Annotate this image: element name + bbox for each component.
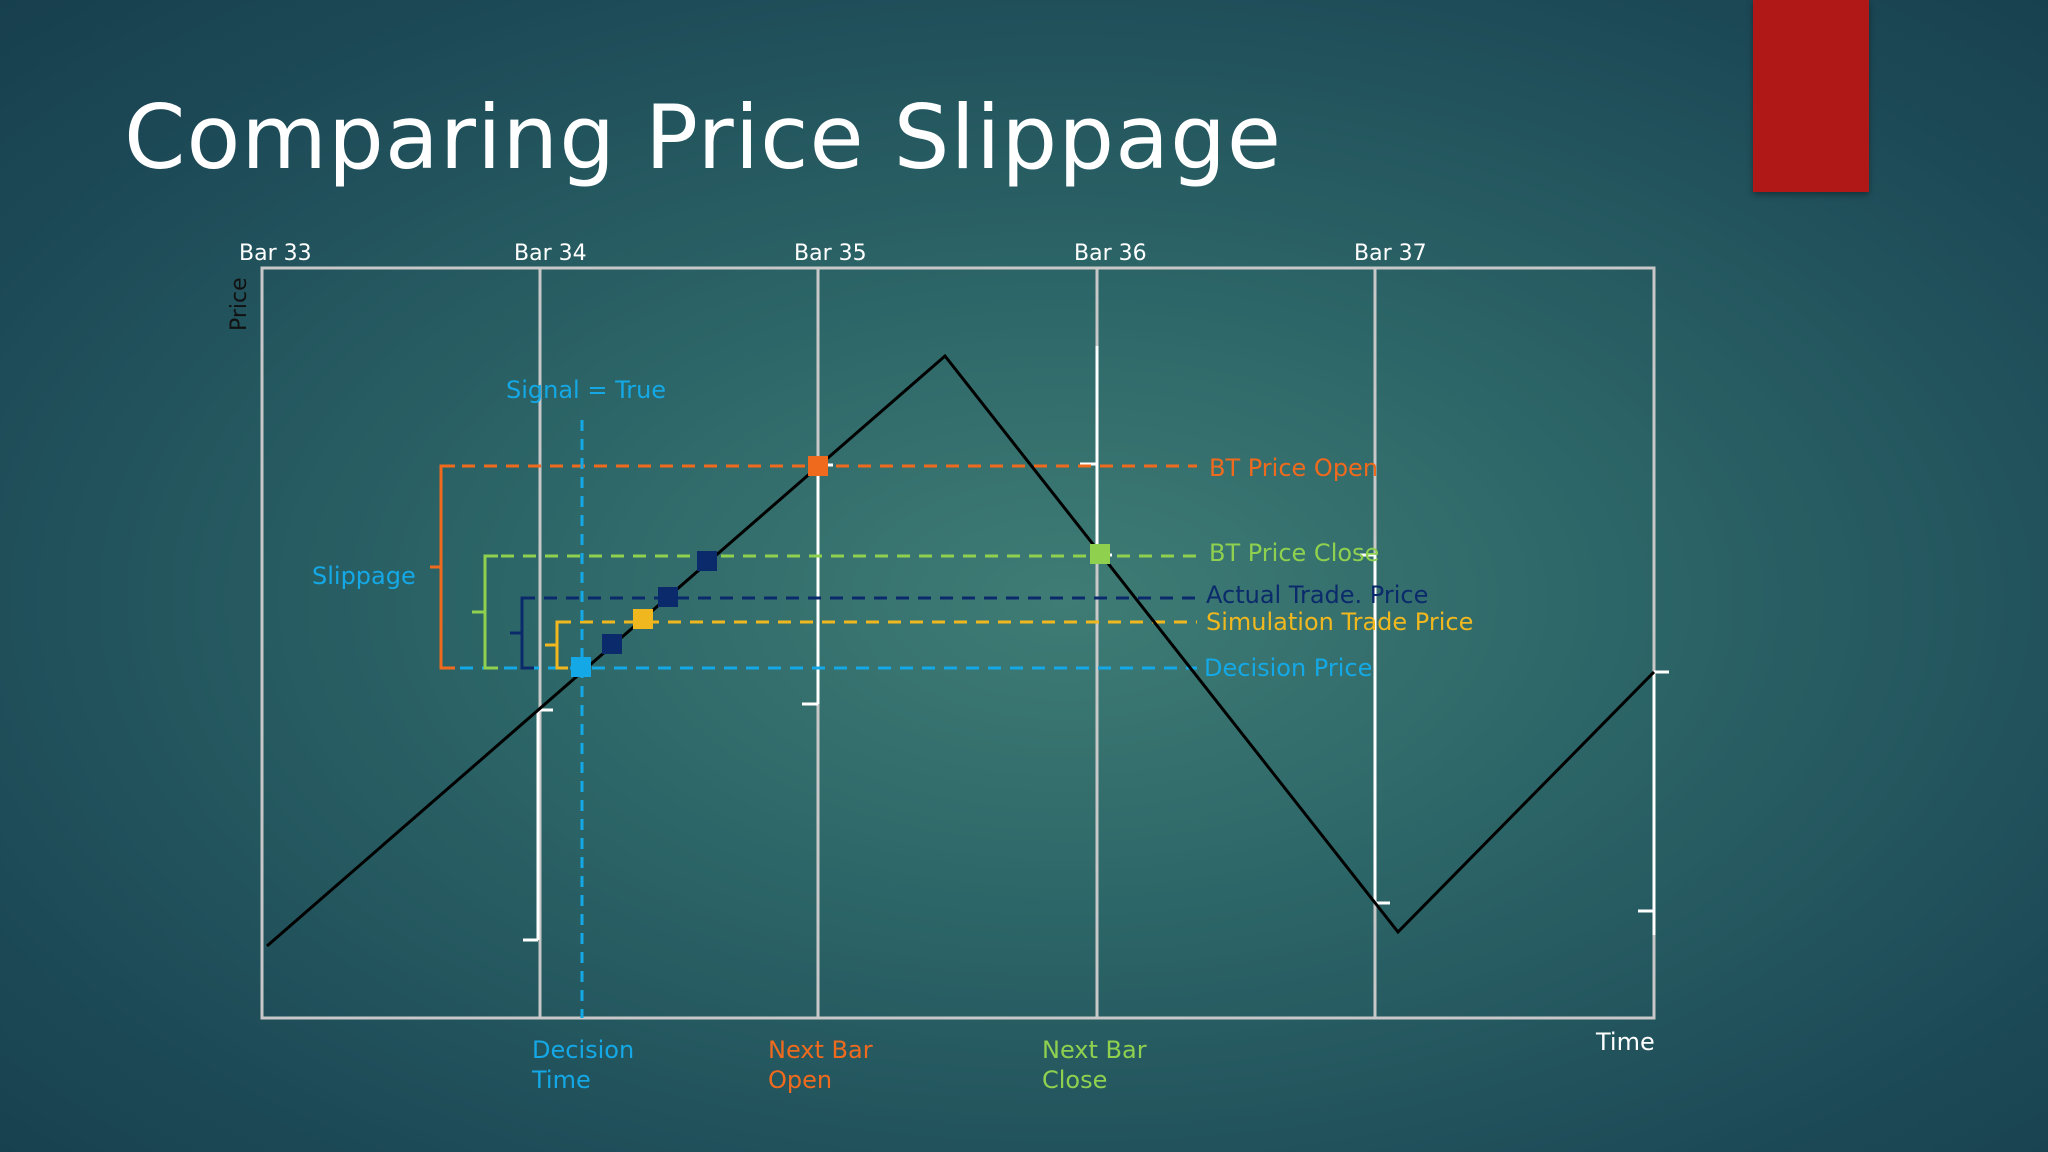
time-label-close-line2: Close bbox=[1042, 1066, 1107, 1094]
level-label-bt-close: BT Price Close bbox=[1209, 539, 1379, 567]
ohlc-bar-37 bbox=[1360, 553, 1390, 905]
marker-bt-close bbox=[1090, 544, 1110, 564]
level-label-decision: Decision Price bbox=[1204, 654, 1372, 682]
time-label-decision-line1: Decision bbox=[532, 1036, 634, 1064]
ohlc-bar-36 bbox=[1080, 346, 1112, 557]
marker-actual-trade-3 bbox=[697, 551, 717, 571]
bracket-bt-open bbox=[430, 464, 455, 670]
bracket-actual bbox=[510, 596, 534, 670]
ohlc-bar-34 bbox=[523, 708, 553, 942]
signal-label: Signal = True bbox=[506, 376, 666, 404]
axis-time-label: Time bbox=[1595, 1028, 1655, 1056]
marker-actual-trade-1 bbox=[602, 634, 622, 654]
level-label-simulation: Simulation Trade Price bbox=[1206, 608, 1473, 636]
time-label-open-line2: Open bbox=[768, 1066, 832, 1094]
bracket-simulation bbox=[545, 620, 568, 670]
time-label-next-bar-close: Next Bar Close bbox=[1042, 1036, 1154, 1094]
time-label-decision-line2: Time bbox=[531, 1066, 591, 1094]
bracket-bt-close bbox=[472, 554, 498, 670]
time-label-close-line1: Next Bar bbox=[1042, 1036, 1147, 1064]
bar-label-34: Bar 34 bbox=[514, 241, 587, 266]
marker-actual-trade-2 bbox=[658, 587, 678, 607]
axis-price-label: Price bbox=[227, 277, 252, 331]
time-label-next-bar-open: Next Bar Open bbox=[768, 1036, 880, 1094]
slippage-label: Slippage bbox=[312, 562, 416, 590]
time-label-open-line1: Next Bar bbox=[768, 1036, 873, 1064]
bar-label-36: Bar 36 bbox=[1074, 241, 1147, 266]
marker-decision-price bbox=[571, 657, 591, 677]
marker-simulation-trade bbox=[633, 609, 653, 629]
slippage-brackets bbox=[430, 464, 568, 670]
level-label-actual: Actual Trade. Price bbox=[1206, 581, 1428, 609]
bar-label-33: Bar 33 bbox=[239, 241, 312, 266]
bar-label-37: Bar 37 bbox=[1354, 241, 1427, 266]
plot-frame bbox=[260, 266, 1656, 1020]
price-path-line bbox=[266, 353, 1656, 948]
slide-title: Comparing Price Slippage bbox=[124, 86, 1283, 189]
marker-bt-open bbox=[808, 456, 828, 476]
red-accent-block bbox=[1753, 0, 1869, 192]
level-label-bt-open: BT Price Open bbox=[1209, 454, 1378, 482]
ohlc-bars bbox=[523, 346, 1669, 942]
time-label-decision-time: Decision Time bbox=[531, 1036, 642, 1094]
ohlc-bar-38 bbox=[1638, 670, 1669, 935]
bar-label-35: Bar 35 bbox=[794, 241, 867, 266]
